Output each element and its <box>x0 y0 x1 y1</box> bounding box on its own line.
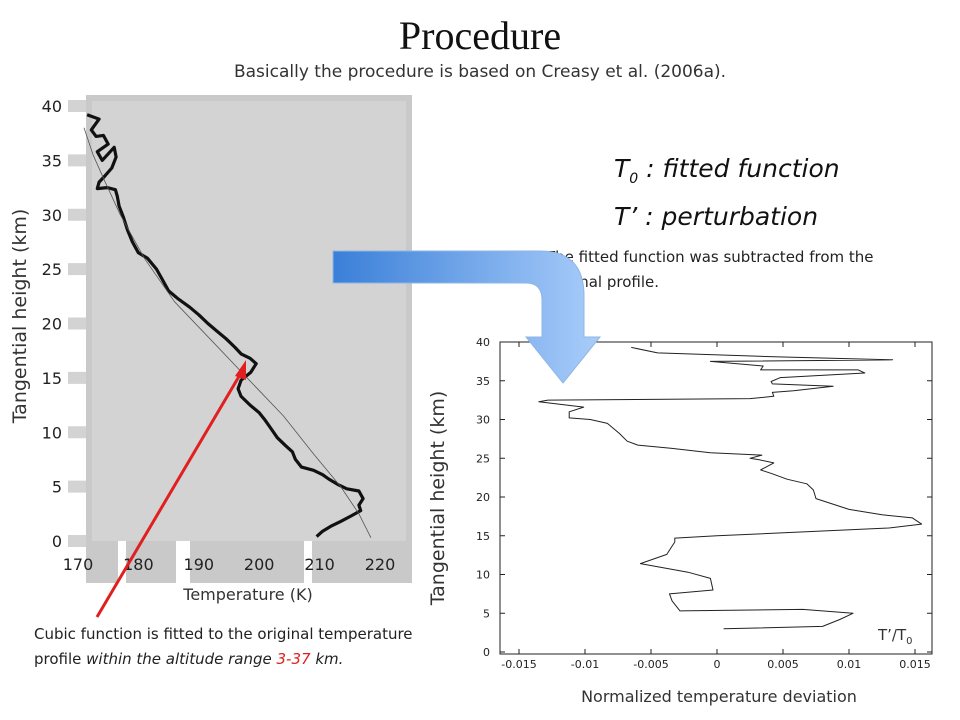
right-x-tick-label: 0 <box>714 658 721 671</box>
left-y-tick-mark <box>68 100 86 112</box>
right-x-tick-label: -0.01 <box>571 658 599 671</box>
slide-title: Procedure <box>398 13 562 58</box>
left-x-tick-label: 170 <box>63 555 94 574</box>
left-x-ticks: 170 180 190 200 210 220 <box>63 541 396 585</box>
left-y-tick-label: 30 <box>42 206 62 225</box>
left-y-tick-mark <box>68 154 86 167</box>
symbol-legend: T0 : fitted function T’ : perturbation <box>614 150 840 236</box>
left-series <box>83 113 372 538</box>
right-plot-frame <box>499 341 933 655</box>
left-y-tick-mark <box>68 371 86 384</box>
left-y-tick-label: 5 <box>52 478 62 497</box>
left-x-tick-gap <box>176 541 190 585</box>
right-series <box>538 346 923 630</box>
left-y-tick-label: 35 <box>42 151 62 170</box>
right-y-tick-label: 30 <box>476 414 490 427</box>
left-measured-profile-line <box>86 113 365 538</box>
left-y-tick-label: 15 <box>42 369 62 388</box>
red-arrow-head-icon <box>235 360 246 380</box>
right-x-tick-label: 0.015 <box>899 658 931 671</box>
left-fitted-function-line <box>83 127 372 538</box>
note-cubic-part3: km. <box>310 650 344 668</box>
note-cubic-part2: within the altitude range <box>86 650 277 668</box>
blue-curved-arrow-icon <box>332 250 602 384</box>
right-y-tick-label: 10 <box>476 569 490 582</box>
left-x-tick-gap <box>118 541 126 585</box>
left-x-tick-gap <box>304 541 312 585</box>
note-cubic-range: 3-37 <box>276 650 311 668</box>
right-y-ticks: 0 5 10 15 20 25 30 35 40 <box>476 336 932 659</box>
left-y-tick-mark <box>68 535 86 547</box>
right-x-tick-label: 0.005 <box>767 658 799 671</box>
left-xlabel: Temperature (K) <box>182 585 312 604</box>
right-perturbation-line <box>538 346 923 630</box>
right-y-tick-label: 25 <box>476 452 490 465</box>
left-y-tick-label: 40 <box>42 97 62 116</box>
right-annotation-sub: 0 <box>906 636 912 647</box>
right-xlabel: Normalized temperature deviation <box>581 687 857 706</box>
left-y-tick-mark <box>68 263 86 276</box>
left-plot-area <box>92 101 406 541</box>
right-ylabel: Tangential height (km) <box>427 391 449 607</box>
right-y-tick-label: 35 <box>476 375 490 388</box>
left-ylabel: Tangential height (km) <box>9 209 31 425</box>
slide-subtitle: Basically the procedure is based on Crea… <box>233 62 727 82</box>
left-x-tick-label: 200 <box>244 555 275 574</box>
note-cubic-part1: Cubic function is fitted to the original… <box>34 625 413 668</box>
right-y-tick-label: 20 <box>476 491 490 504</box>
legend-t0-sub: 0 <box>629 171 639 187</box>
right-y-tick-label: 15 <box>476 530 490 543</box>
right-x-tick-label: 0.01 <box>837 658 862 671</box>
left-y-tick-label: 0 <box>52 532 62 551</box>
right-annotation: T’/T0 <box>877 626 913 647</box>
right-annotation-text: T’/T <box>877 626 907 644</box>
right-x-tick-label: -0.015 <box>501 658 536 671</box>
legend-t0-symbol: T <box>614 154 630 183</box>
legend-tprime: T’ : perturbation <box>614 202 819 231</box>
left-y-tick-mark <box>68 480 86 493</box>
left-x-tick-label: 210 <box>304 555 335 574</box>
note-cubic-fit: Cubic function is fitted to the original… <box>34 622 414 672</box>
left-y-tick-mark <box>68 317 86 330</box>
right-x-tick-label: -0.005 <box>633 658 668 671</box>
right-y-tick-label: 5 <box>483 607 490 620</box>
perturbation-chart: 0 5 10 15 20 25 30 35 40 -0.015 -0.01 -0.005 0 0.005… <box>427 336 933 706</box>
right-y-tick-label: 0 <box>483 646 490 659</box>
left-x-tick-label: 190 <box>184 555 215 574</box>
legend-t0-text: : fitted function <box>638 154 840 183</box>
left-y-tick-label: 10 <box>42 423 62 442</box>
left-y-tick-mark <box>68 208 86 221</box>
right-x-ticks: -0.015 -0.01 -0.005 0 0.005 0.01 0.015 <box>501 342 931 671</box>
left-y-tick-mark <box>68 426 86 439</box>
red-arrow-line <box>95 372 243 618</box>
right-y-tick-label: 40 <box>476 336 490 349</box>
legend-t0: T0 : fitted function <box>614 150 840 198</box>
left-y-ticks: 0 5 10 15 20 25 30 35 40 <box>42 97 86 551</box>
left-y-tick-label: 20 <box>42 315 62 334</box>
left-x-tick-label: 220 <box>365 555 396 574</box>
left-y-tick-label: 25 <box>42 260 62 279</box>
